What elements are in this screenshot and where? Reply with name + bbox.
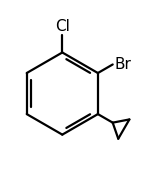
Text: Cl: Cl — [55, 19, 70, 34]
Text: Br: Br — [114, 57, 131, 72]
